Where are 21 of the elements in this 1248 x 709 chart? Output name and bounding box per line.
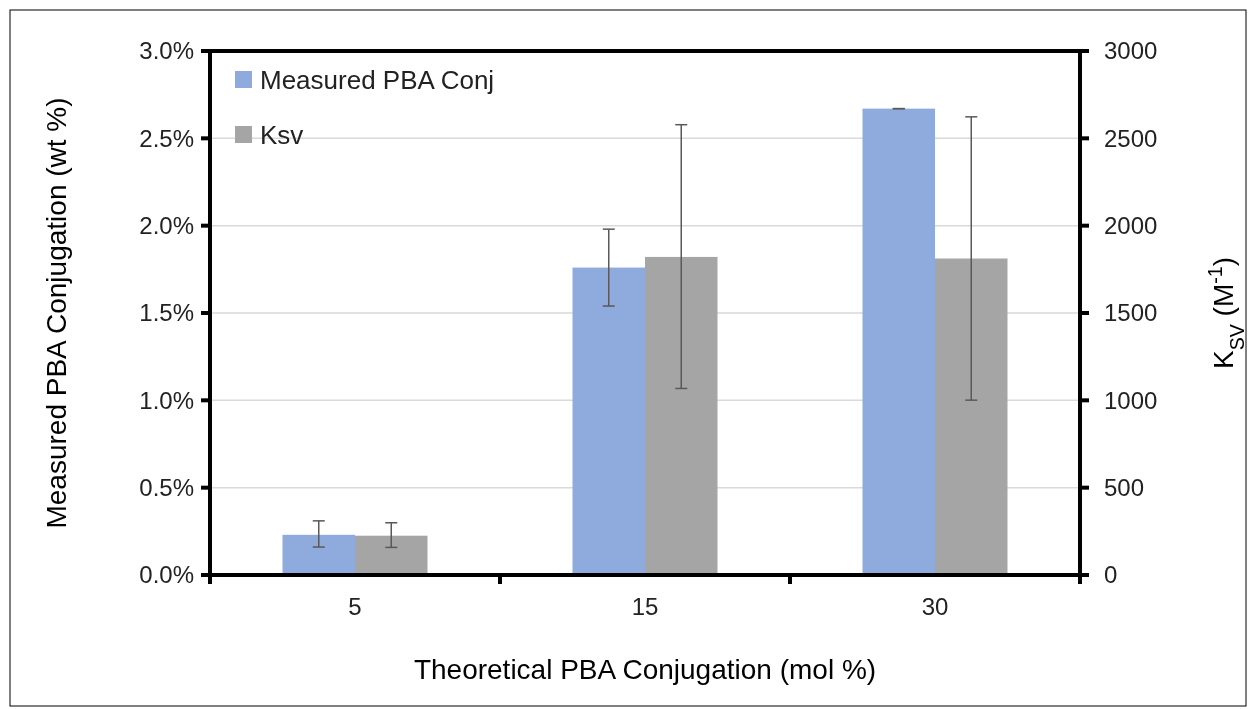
y2-tick-label: 1500 xyxy=(1104,299,1158,327)
y-tick-label: 1.0% xyxy=(139,386,194,414)
y2-tick-label: 500 xyxy=(1104,474,1145,502)
y2-tick-label: 0 xyxy=(1104,561,1118,589)
legend-label: Measured PBA Conj xyxy=(260,65,495,96)
y2-tick-label: 2500 xyxy=(1104,124,1158,152)
y2-tick-label: 2000 xyxy=(1104,212,1158,240)
x-tick-label: 30 xyxy=(921,593,949,620)
y2-tick-label: 3000 xyxy=(1104,37,1158,65)
y-tick-label: 2.0% xyxy=(139,212,194,240)
y-tick-label: 2.5% xyxy=(139,124,194,152)
x-tick-label: 15 xyxy=(631,593,659,620)
legend-label: Ksv xyxy=(260,120,304,151)
x-axis-title: Theoretical PBA Conjugation (mol %) xyxy=(413,654,877,685)
y-tick-label: 0.5% xyxy=(139,474,194,502)
x-tick-label: 5 xyxy=(348,593,362,620)
y2-tick-label: 1000 xyxy=(1104,386,1158,414)
y-tick-label: 3.0% xyxy=(139,37,194,65)
y-tick-label: 1.5% xyxy=(139,299,194,327)
y-axis-title: Measured PBA Conjugation (wt %) xyxy=(41,97,72,529)
y-tick-label: 0.0% xyxy=(139,561,194,589)
